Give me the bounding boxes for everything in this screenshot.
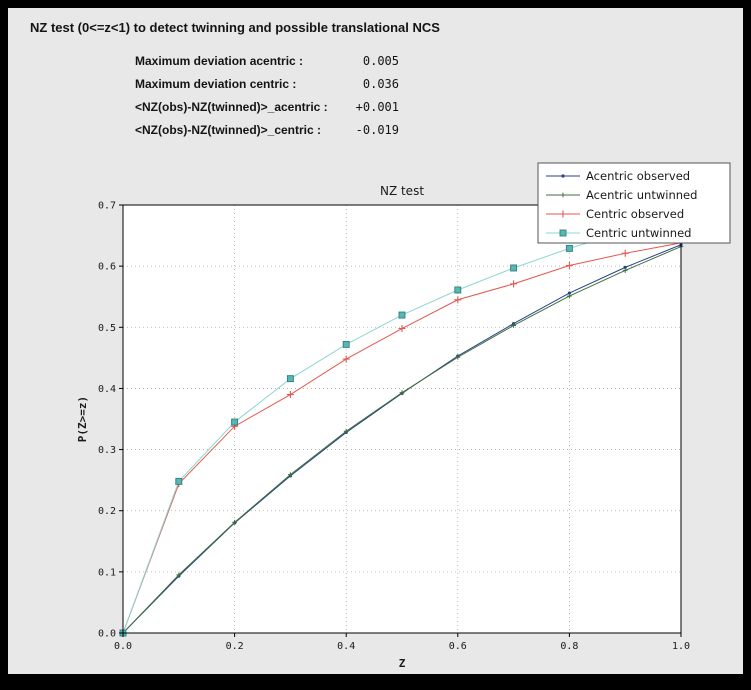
marker-square	[454, 286, 462, 294]
marker-plus	[454, 296, 462, 304]
marker-plus	[510, 280, 518, 288]
stat-value: 0.036	[362, 77, 399, 91]
chart-region: 0.0 0.2 0.4 0.6 0.8 1.0 0.0 0.1 0.2 0.3 0.4 0.5 0.6 0…	[8, 158, 743, 674]
y-tick-label: 0.2	[98, 506, 116, 517]
marker-plus-small	[622, 268, 628, 273]
marker-plus-small	[567, 293, 572, 299]
y-axis-label: P(Z>=z)	[76, 396, 89, 442]
nz-chart-svg: 0.0 0.2 0.4 0.6 0.8 1.0 0.0 0.1 0.2 0.3 0.4 0.5 0.6 0…	[76, 162, 731, 670]
legend-entry: Centric observed	[546, 207, 684, 221]
y-tick-label: 0.7	[98, 201, 116, 212]
marker-plus	[398, 325, 406, 333]
legend-entry: Acentric untwinned	[546, 188, 697, 202]
y-tick-label: 0.6	[98, 262, 116, 273]
y-tick-label: 0.5	[98, 323, 116, 334]
marker-plus-small	[399, 390, 405, 396]
marker-dot	[623, 265, 627, 269]
stat-value: -0.019	[355, 123, 399, 137]
legend-label: Acentric untwinned	[586, 188, 697, 202]
y-tick-label: 0.0	[98, 629, 116, 640]
plot-window-panel: NZ test (0<=z<1) to detect twinning and …	[8, 8, 743, 674]
marker-plus-small	[288, 472, 293, 478]
marker-square	[565, 244, 573, 252]
marker-plus	[559, 210, 567, 218]
plot-area	[123, 205, 681, 633]
plot-border	[122, 204, 682, 634]
stat-value: +0.001	[355, 100, 399, 114]
legend-entry: Acentric observed	[546, 169, 690, 183]
marker-square	[559, 229, 567, 237]
x-tick-label: 0.8	[560, 641, 578, 652]
stat-label: Maximum deviation acentric :	[135, 54, 304, 68]
marker-square	[286, 375, 294, 383]
x-tick-label: 1.0	[672, 641, 690, 652]
page-title: NZ test (0<=z<1) to detect twinning and …	[30, 20, 440, 35]
marker-plus	[621, 249, 629, 257]
marker-square	[175, 477, 183, 485]
x-tick-label: 0.6	[449, 641, 467, 652]
legend-label: Acentric observed	[586, 169, 690, 183]
marker-plus-small	[176, 572, 182, 578]
marker-dot	[567, 291, 572, 295]
stat-row: Maximum deviation acentric : 0.005	[135, 54, 399, 77]
legend-label: Centric observed	[586, 207, 684, 221]
stat-label: <NZ(obs)-NZ(twinned)>_acentric :	[135, 100, 328, 114]
marker-plus-small	[343, 428, 349, 434]
stat-row: <NZ(obs)-NZ(twinned)>_centric : -0.019	[135, 123, 399, 146]
y-tick-label: 0.1	[98, 567, 116, 578]
marker-square	[510, 264, 518, 272]
legend-entry: Centric untwinned	[546, 226, 691, 240]
x-tick-label: 0.4	[337, 641, 355, 652]
stat-row: <NZ(obs)-NZ(twinned)>_acentric : +0.001	[135, 100, 399, 123]
marker-plus	[342, 355, 350, 363]
stat-label: Maximum deviation centric :	[135, 77, 297, 91]
x-tick-label: 0.0	[114, 641, 132, 652]
x-axis-label: Z	[399, 657, 406, 670]
stat-label: <NZ(obs)-NZ(twinned)>_centric :	[135, 123, 322, 137]
marker-plus-small	[455, 354, 461, 360]
stat-value: 0.005	[362, 54, 399, 68]
y-tick-label: 0.4	[98, 384, 116, 395]
marker-dot	[561, 174, 565, 178]
x-tick-label: 0.2	[226, 641, 244, 652]
chart-title: NZ test	[380, 184, 424, 198]
stat-row: Maximum deviation centric : 0.036	[135, 77, 399, 100]
marker-plus	[286, 391, 294, 399]
marker-square	[342, 340, 350, 348]
marker-square	[231, 418, 239, 426]
marker-square	[398, 311, 406, 319]
marker-plus-small	[560, 192, 566, 198]
y-tick-label: 0.3	[98, 445, 116, 456]
marker-plus-small	[511, 323, 516, 328]
marker-plus-small	[232, 519, 237, 525]
stats-block: Maximum deviation acentric : 0.005 Maxim…	[135, 54, 399, 146]
legend-label: Centric untwinned	[586, 226, 691, 240]
marker-plus	[565, 262, 573, 270]
